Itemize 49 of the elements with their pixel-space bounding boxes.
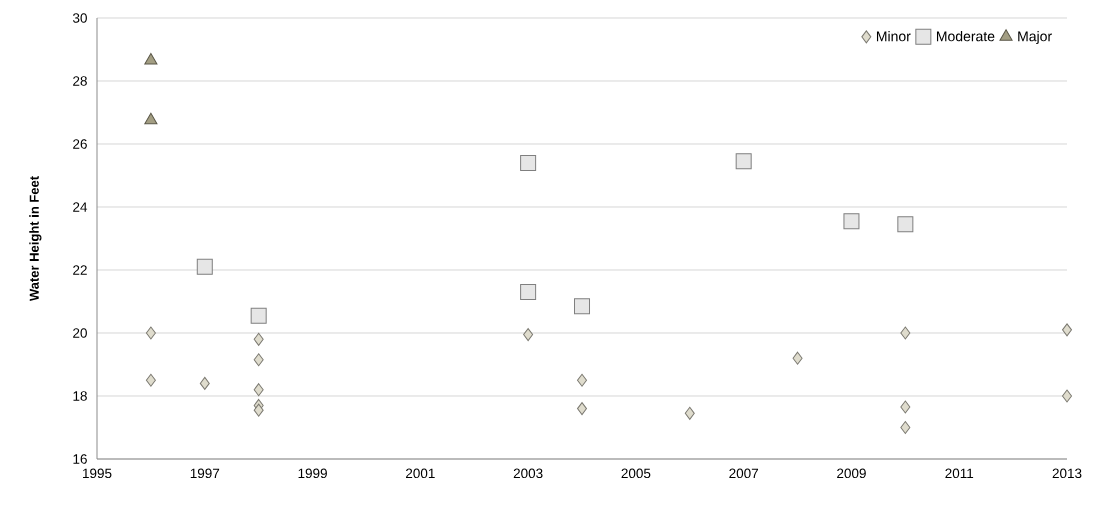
y-tick-label: 22 xyxy=(73,265,87,275)
point xyxy=(897,216,914,233)
x-tick-label: 1999 xyxy=(298,468,327,479)
point xyxy=(900,326,911,340)
point xyxy=(145,326,156,340)
y-axis-title: Water Height in Feet xyxy=(29,176,42,302)
x-tick-label: 2005 xyxy=(621,468,651,479)
point xyxy=(520,284,537,301)
point xyxy=(250,307,267,324)
point xyxy=(253,403,264,417)
x-tick-label: 1997 xyxy=(190,468,220,479)
y-tick-label: 16 xyxy=(73,454,87,464)
y-tick-label: 24 xyxy=(73,202,88,212)
point xyxy=(199,376,210,390)
point xyxy=(145,373,156,387)
point xyxy=(577,373,588,387)
point xyxy=(900,400,911,414)
point xyxy=(792,351,803,365)
point xyxy=(144,112,158,125)
y-tick-label: 30 xyxy=(72,13,87,23)
x-tick-label: 2003 xyxy=(513,468,543,479)
point xyxy=(577,402,588,416)
point xyxy=(843,213,860,230)
point xyxy=(1062,323,1073,337)
y-tick-label: 26 xyxy=(73,139,87,149)
x-tick-label: 1995 xyxy=(83,468,112,479)
x-tick-label: 2001 xyxy=(406,468,435,479)
point xyxy=(144,53,158,65)
legend-label: Moderate xyxy=(936,31,995,42)
x-tick-label: 2011 xyxy=(945,468,974,479)
y-tick-label: 28 xyxy=(73,76,87,86)
y-tick-label: 20 xyxy=(73,328,87,338)
point xyxy=(574,298,591,315)
y-tick-label: 18 xyxy=(73,391,87,401)
point xyxy=(900,421,911,434)
x-tick-label: 2009 xyxy=(837,468,866,479)
point xyxy=(253,332,264,346)
point xyxy=(523,328,534,342)
x-tick-label: 2007 xyxy=(729,468,759,479)
point xyxy=(1062,389,1073,403)
point xyxy=(253,383,264,397)
point xyxy=(253,353,264,367)
point xyxy=(684,406,695,420)
x-tick-label: 2013 xyxy=(1052,468,1082,479)
point xyxy=(196,258,213,275)
point xyxy=(520,154,537,171)
legend-label: Minor xyxy=(876,31,911,42)
legend-label: Major xyxy=(1018,31,1052,45)
point xyxy=(735,153,752,170)
